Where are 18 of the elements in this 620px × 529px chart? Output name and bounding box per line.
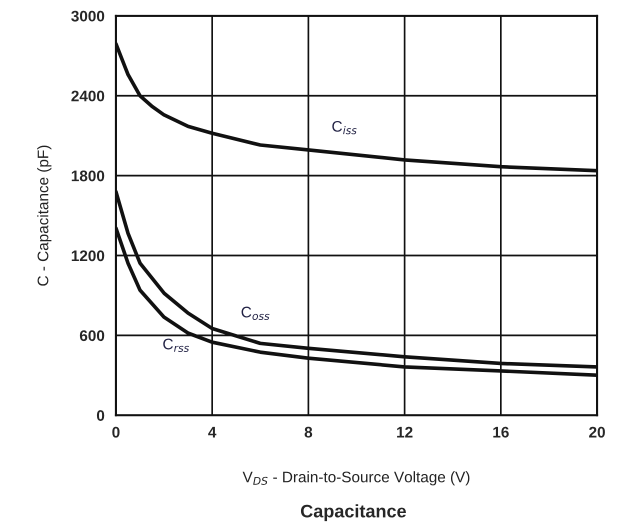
x-tick-label: 16 bbox=[493, 426, 509, 438]
series-label: C$_{iss}$ bbox=[332, 120, 357, 134]
y-tick-label: 600 bbox=[80, 330, 104, 342]
x-tick-label: 4 bbox=[208, 426, 216, 438]
y-tick-label: 3000 bbox=[71, 10, 104, 22]
y-tick-label: 0 bbox=[96, 410, 104, 421]
series-label: C$_{rss}$ bbox=[163, 338, 189, 352]
x-axis-title: V$_{DS}$ - Drain-to-Source Voltage (V) bbox=[242, 471, 470, 486]
series-label: C$_{oss}$ bbox=[242, 306, 270, 320]
y-tick-label: 2400 bbox=[71, 90, 104, 102]
x-tick-label: 20 bbox=[589, 426, 605, 438]
y-tick-label: 1200 bbox=[72, 250, 104, 262]
y-tick-label: 1800 bbox=[72, 170, 104, 182]
y-axis-title: C - Capacitance (pF) bbox=[37, 146, 52, 286]
text: Capacitance bbox=[300, 504, 406, 522]
x-tick-label: 8 bbox=[304, 426, 312, 438]
x-tick-label: 12 bbox=[397, 426, 412, 438]
x-tick-label: 0 bbox=[112, 426, 120, 438]
